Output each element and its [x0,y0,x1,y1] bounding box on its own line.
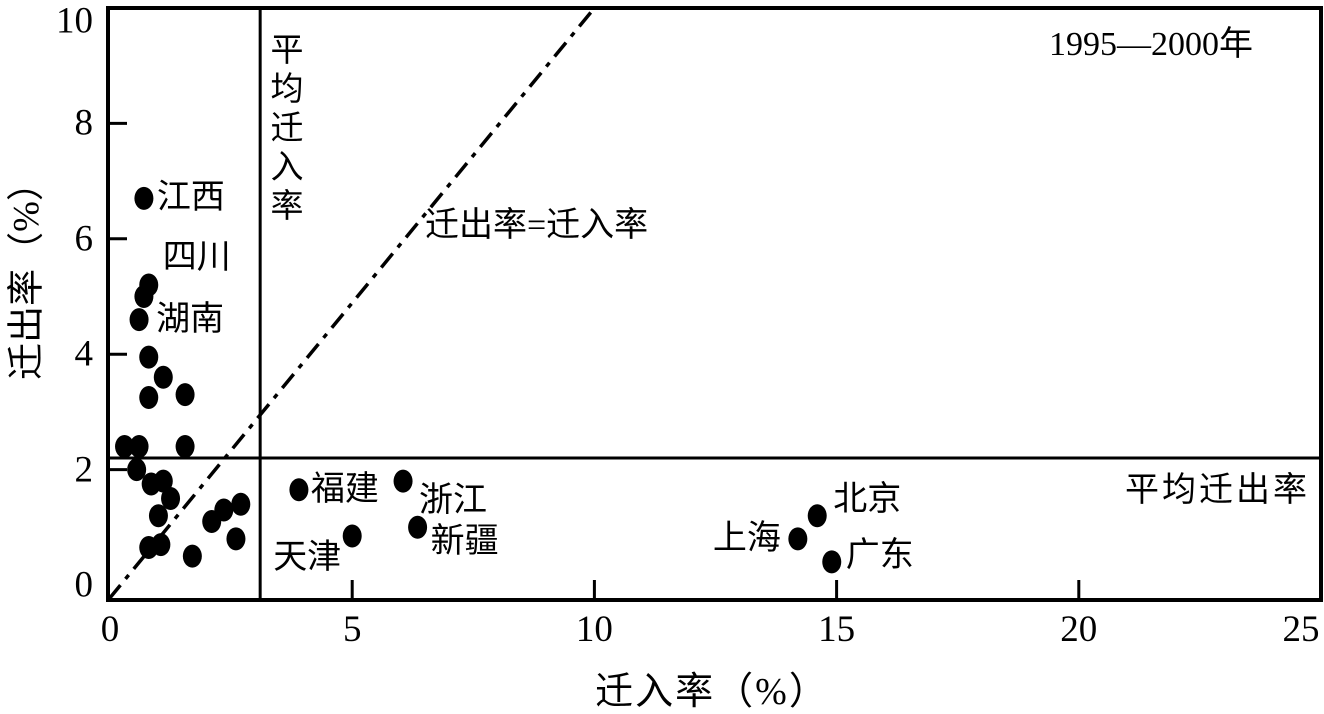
x-tick-label: 0 [100,609,120,650]
data-point [175,435,195,459]
x-tick-label: 20 [1060,609,1098,650]
average-out-migration-line-label: 平均迁出率 [1125,472,1310,509]
data-point [822,550,842,574]
data-point [182,544,202,568]
data-point [129,308,149,332]
data-point [151,533,171,557]
data-point [148,504,168,528]
province-label: 浙江 [419,482,488,520]
x-tick-label: 5 [342,609,362,650]
data-point [342,524,362,548]
data-point [115,435,135,459]
data-point [175,383,195,407]
data-point [226,527,246,551]
period-annotation: 1995—2000年 [1049,26,1253,63]
data-point [153,365,173,389]
data-point [807,504,827,528]
province-label: 四川 [162,238,231,276]
data-point [129,435,149,459]
y-tick-label: 2 [74,449,94,491]
equal-rate-line [107,6,596,601]
data-point [788,527,808,551]
data-point [161,486,181,510]
data-point [231,492,251,516]
y-tick-label: 0 [74,564,94,606]
data-point [139,385,159,409]
data-point [393,469,413,493]
data-point [134,186,154,210]
x-tick-label: 25 [1282,609,1320,650]
province-label: 福建 [310,470,379,508]
province-label: 天津 [273,538,342,576]
y-tick-label: 8 [74,102,94,144]
data-point [153,469,173,493]
y-tick-label: 6 [74,218,94,260]
data-point [214,498,234,522]
data-point [127,458,147,482]
x-tick-label: 15 [818,609,856,650]
data-point [289,478,309,502]
equal-rate-line-label: 迁出率=迁入率 [425,207,649,244]
data-point [408,515,428,539]
plot-border [106,6,1323,602]
y-axis-title: 迁出率（%） [6,164,48,380]
province-label: 江西 [156,179,225,217]
x-axis-title: 迁入率（%） [595,671,829,713]
y-tick-label: 4 [74,333,94,375]
y-tick-label: 10 [56,0,93,42]
data-point [139,345,159,369]
x-tick-label: 10 [575,609,613,650]
data-point [139,273,159,297]
province-label: 上海 [712,519,781,557]
province-label: 新疆 [430,523,499,561]
province-label: 广东 [845,536,914,574]
province-label: 湖南 [156,300,225,338]
province-label: 北京 [833,480,902,518]
average-in-migration-line-label: 平均迁入率 [265,32,301,227]
